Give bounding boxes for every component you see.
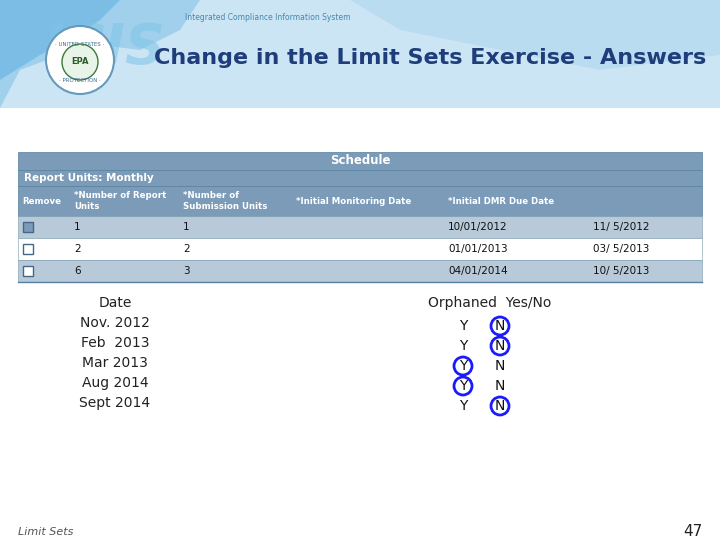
Text: 2: 2 xyxy=(183,244,189,254)
Text: N: N xyxy=(495,339,505,353)
FancyBboxPatch shape xyxy=(18,186,702,216)
Text: Limit Sets: Limit Sets xyxy=(18,527,73,537)
Text: Aug 2014: Aug 2014 xyxy=(81,376,148,390)
Text: 03/ 5/2013: 03/ 5/2013 xyxy=(593,244,649,254)
Polygon shape xyxy=(0,0,120,80)
FancyBboxPatch shape xyxy=(18,170,702,186)
Text: 01/01/2013: 01/01/2013 xyxy=(448,244,508,254)
Text: Integrated Compliance Information System: Integrated Compliance Information System xyxy=(185,14,351,23)
Text: *Initial Monitoring Date: *Initial Monitoring Date xyxy=(296,197,411,206)
Text: 3: 3 xyxy=(183,266,189,276)
Text: 1: 1 xyxy=(183,222,189,232)
Circle shape xyxy=(62,44,98,80)
Text: Y: Y xyxy=(459,379,467,393)
Text: Mar 2013: Mar 2013 xyxy=(82,356,148,370)
Text: Nov. 2012: Nov. 2012 xyxy=(80,316,150,330)
Text: N: N xyxy=(495,319,505,333)
Polygon shape xyxy=(0,0,200,108)
Text: Y: Y xyxy=(459,399,467,413)
Text: 6: 6 xyxy=(74,266,81,276)
FancyBboxPatch shape xyxy=(23,266,33,276)
Text: Orphaned  Yes/No: Orphaned Yes/No xyxy=(428,296,552,310)
Text: Date: Date xyxy=(99,296,132,310)
Text: N: N xyxy=(495,379,505,393)
Text: · PROTECTION ·: · PROTECTION · xyxy=(59,78,101,83)
Text: Schedule: Schedule xyxy=(330,154,390,167)
Text: *Number of Report
Units: *Number of Report Units xyxy=(74,191,166,211)
Text: 47: 47 xyxy=(683,524,702,539)
Text: 2: 2 xyxy=(74,244,81,254)
FancyBboxPatch shape xyxy=(23,244,33,254)
Text: *Number of
Submission Units: *Number of Submission Units xyxy=(183,191,267,211)
Text: Remove: Remove xyxy=(22,197,61,206)
Text: 10/ 5/2013: 10/ 5/2013 xyxy=(593,266,649,276)
Text: EPA: EPA xyxy=(71,57,89,66)
Text: N: N xyxy=(495,399,505,413)
Text: Y: Y xyxy=(459,339,467,353)
Text: 1: 1 xyxy=(74,222,81,232)
Text: · UNITED STATES ·: · UNITED STATES · xyxy=(55,43,104,48)
Text: ICIS: ICIS xyxy=(44,21,166,75)
FancyBboxPatch shape xyxy=(18,152,702,170)
Polygon shape xyxy=(350,0,720,70)
Text: N: N xyxy=(495,359,505,373)
Circle shape xyxy=(46,26,114,94)
FancyBboxPatch shape xyxy=(18,238,702,260)
Text: Y: Y xyxy=(459,319,467,333)
Text: Y: Y xyxy=(459,359,467,373)
FancyBboxPatch shape xyxy=(0,0,720,108)
Text: Sept 2014: Sept 2014 xyxy=(79,396,150,410)
FancyBboxPatch shape xyxy=(18,216,702,238)
Text: 11/ 5/2012: 11/ 5/2012 xyxy=(593,222,649,232)
FancyBboxPatch shape xyxy=(18,260,702,282)
Text: 10/01/2012: 10/01/2012 xyxy=(448,222,508,232)
Text: Report Units: Monthly: Report Units: Monthly xyxy=(24,173,154,183)
Text: Feb  2013: Feb 2013 xyxy=(81,336,149,350)
FancyBboxPatch shape xyxy=(23,222,33,232)
Text: *Initial DMR Due Date: *Initial DMR Due Date xyxy=(448,197,554,206)
Text: Change in the Limit Sets Exercise - Answers: Change in the Limit Sets Exercise - Answ… xyxy=(154,48,706,68)
Text: 04/01/2014: 04/01/2014 xyxy=(448,266,508,276)
